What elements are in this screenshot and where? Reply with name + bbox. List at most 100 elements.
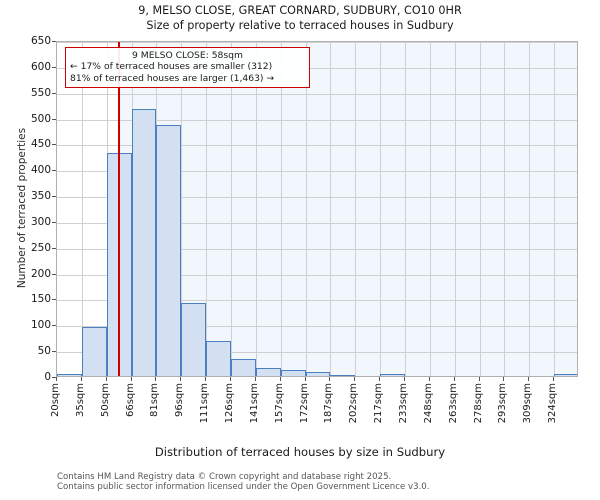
- y-axis-tick-mark: [52, 92, 56, 94]
- x-axis-tick-mark: [80, 377, 82, 381]
- gridline-horizontal: [57, 248, 577, 250]
- footer-attribution: Contains HM Land Registry data © Crown c…: [57, 472, 429, 493]
- gridline-vertical: [454, 42, 456, 376]
- x-axis-tick-mark: [528, 377, 530, 381]
- histogram-bar: [81, 326, 107, 376]
- x-axis-tick-label: 309sqm: [522, 383, 534, 424]
- x-axis-tick-mark: [304, 377, 306, 381]
- footer-line-1: Contains HM Land Registry data © Crown c…: [57, 472, 392, 482]
- x-axis-tick-label: 96sqm: [174, 383, 186, 418]
- histogram-bar: [181, 303, 207, 376]
- x-axis-tick-mark: [180, 377, 182, 381]
- y-axis-tick-mark: [52, 247, 56, 249]
- x-axis-title: Distribution of terraced houses by size …: [154, 445, 446, 459]
- histogram-bar: [330, 374, 356, 376]
- histogram-bar: [231, 358, 256, 376]
- gridline-horizontal: [57, 222, 577, 224]
- annotation-line-3: 81% of terraced houses are larger (1,463…: [70, 72, 275, 84]
- gridline-horizontal: [57, 42, 577, 43]
- chart-title-block: 9, MELSO CLOSE, GREAT CORNARD, SUDBURY, …: [0, 4, 600, 33]
- x-axis-tick-mark: [329, 377, 331, 381]
- gridline-vertical: [429, 42, 431, 376]
- y-axis-tick-mark: [52, 325, 56, 327]
- y-axis-tick-mark: [52, 273, 56, 275]
- x-axis-tick-label: 126sqm: [224, 383, 235, 424]
- gridline-vertical: [479, 42, 481, 376]
- x-axis-tick-label: 233sqm: [398, 383, 409, 424]
- y-axis-tick-label: 450: [30, 138, 51, 151]
- x-axis-tick-label: 217sqm: [373, 383, 385, 424]
- y-axis-tick-mark: [52, 118, 56, 120]
- x-axis-tick-label: 202sqm: [348, 383, 360, 424]
- x-axis-tick-label: 35sqm: [74, 383, 86, 418]
- y-axis-tick-label: 100: [30, 319, 51, 332]
- y-axis-tick-label: 500: [30, 112, 51, 125]
- histogram-bar: [156, 125, 182, 376]
- x-axis-tick-label: 324sqm: [547, 383, 559, 424]
- gridline-horizontal: [57, 145, 577, 147]
- footer-line-2: Contains public sector information licen…: [57, 482, 430, 493]
- subject-property-line: [118, 42, 121, 376]
- y-axis-tick-mark: [52, 299, 56, 301]
- x-axis-tick-label: 278sqm: [472, 383, 484, 424]
- y-axis-tick-mark: [52, 221, 56, 223]
- x-axis-tick-label: 263sqm: [447, 383, 459, 424]
- gridline-horizontal: [57, 326, 577, 328]
- x-axis-tick-label: 20sqm: [50, 383, 61, 418]
- x-axis-tick-mark: [503, 377, 505, 381]
- y-axis-tick-mark: [52, 41, 56, 42]
- y-axis-tick-label: 600: [30, 60, 51, 73]
- chart-subtitle: Size of property relative to terraced ho…: [146, 19, 454, 32]
- histogram-bar: [255, 368, 281, 376]
- gridline-vertical: [355, 42, 357, 376]
- x-axis-tick-label: 141sqm: [248, 383, 260, 424]
- x-axis-tick-label: 157sqm: [273, 383, 285, 424]
- gridline-horizontal: [57, 352, 577, 354]
- annotation-line-1: 9 MELSO CLOSE: 58sqm: [132, 50, 243, 61]
- x-axis-tick-mark: [254, 377, 256, 381]
- histogram-bar: [554, 374, 577, 376]
- y-axis-tick-label: 50: [37, 345, 51, 358]
- gridline-vertical: [206, 42, 208, 376]
- x-axis-tick-label: 50sqm: [99, 383, 111, 418]
- y-axis-tick-mark: [52, 351, 56, 353]
- y-axis-tick-label: 350: [30, 190, 51, 203]
- y-axis-tick-mark: [52, 196, 56, 198]
- gridline-vertical: [529, 42, 531, 376]
- y-axis-tick-mark: [52, 144, 56, 146]
- y-axis-tick-mark: [52, 377, 56, 378]
- gridline-horizontal: [57, 274, 577, 276]
- histogram-bar: [131, 108, 157, 376]
- histogram-bar: [280, 370, 306, 376]
- x-axis-tick-label: 111sqm: [199, 383, 211, 424]
- gridline-vertical: [380, 42, 382, 376]
- histogram-bar: [206, 341, 231, 376]
- chart-title: 9, MELSO CLOSE, GREAT CORNARD, SUDBURY, …: [138, 4, 462, 17]
- gridline-vertical: [305, 42, 307, 376]
- gridline-horizontal: [57, 197, 577, 199]
- x-axis-tick-mark: [428, 377, 430, 381]
- x-axis-tick-mark: [205, 377, 207, 381]
- x-axis-tick-label: 293sqm: [497, 383, 509, 424]
- plot-area: [56, 41, 578, 377]
- gridline-horizontal: [57, 300, 577, 302]
- x-axis-tick-mark: [553, 377, 555, 381]
- y-axis-tick-label: 550: [30, 86, 51, 99]
- y-axis-tick-mark: [52, 66, 56, 68]
- y-axis-tick-label: 300: [30, 215, 51, 228]
- x-axis-tick-mark: [130, 377, 132, 381]
- y-axis-tick-label: 400: [30, 164, 51, 177]
- gridline-vertical: [554, 42, 556, 376]
- x-axis-tick-label: 66sqm: [124, 383, 136, 418]
- gridline-horizontal: [57, 93, 577, 95]
- x-axis-tick-label: 248sqm: [422, 383, 434, 424]
- y-axis-tick-label: 0: [44, 371, 51, 383]
- x-axis-tick-mark: [56, 377, 57, 381]
- gridline-vertical: [181, 42, 183, 376]
- x-axis-tick-mark: [155, 377, 157, 381]
- x-axis-tick-mark: [404, 377, 405, 381]
- gridline-vertical: [504, 42, 506, 376]
- histogram-bar: [57, 374, 82, 376]
- gridline-horizontal: [57, 67, 577, 69]
- x-axis-tick-label: 172sqm: [298, 383, 310, 424]
